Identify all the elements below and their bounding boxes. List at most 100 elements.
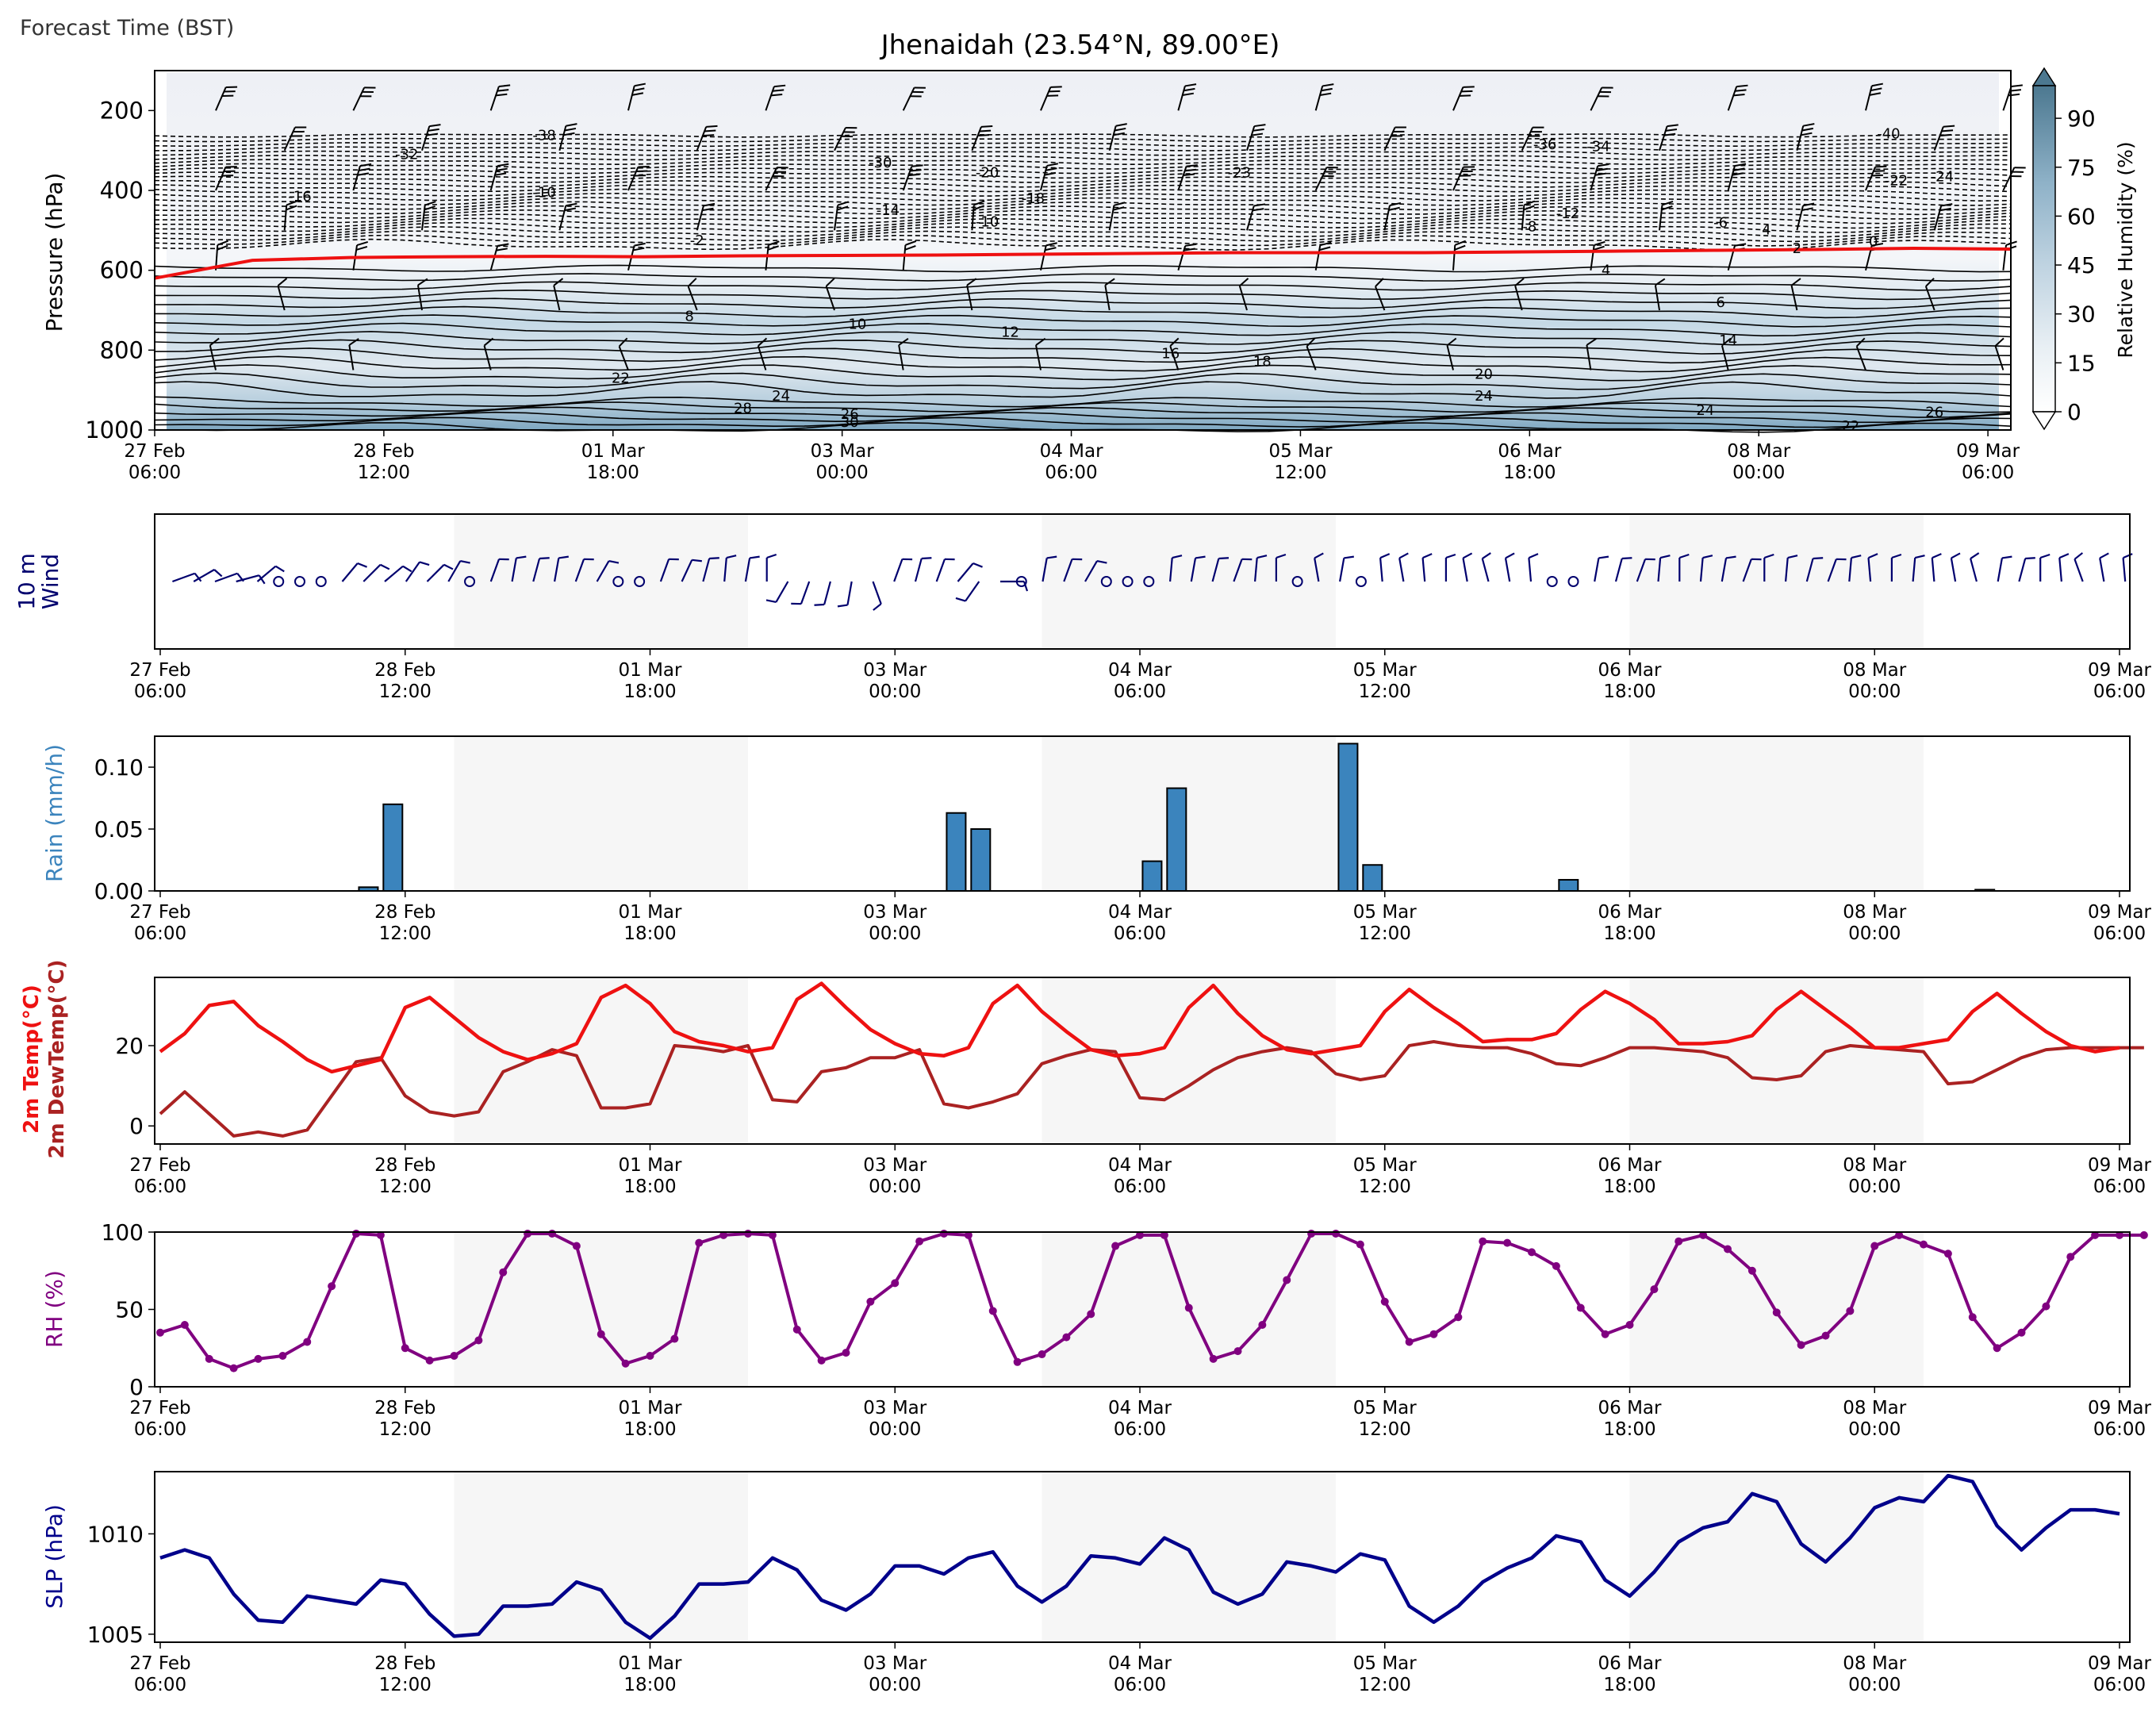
x-tick-label-time: 18:00 [1603, 1419, 1655, 1440]
x-tick-label-time: 06:00 [134, 923, 186, 944]
barb-shaft [554, 558, 560, 582]
barb-feather [1678, 553, 1690, 559]
barb-shaft [2018, 558, 2027, 582]
rh-point [695, 1238, 704, 1247]
barb-feather [1725, 555, 1736, 559]
upper-wind-barb [1383, 126, 1406, 152]
x-tick-label-day: 05 Mar [1268, 441, 1333, 462]
barb-feather [1733, 94, 1745, 97]
barb-feather [1314, 552, 1324, 559]
barb-feather [765, 599, 777, 604]
rh-point [1209, 1354, 1218, 1363]
rh-point [1528, 1248, 1536, 1257]
barb-shaft [687, 286, 698, 311]
x-tick-label-time: 00:00 [1848, 1675, 1901, 1695]
barb-feather [2012, 171, 2024, 173]
barb-feather [1379, 553, 1391, 559]
barb-shaft [1379, 558, 1383, 582]
barb-feather [687, 278, 697, 287]
x-tick-label-day: 08 Mar [1843, 902, 1907, 923]
night-shading [1042, 514, 1336, 649]
surface-wind-barb [814, 581, 831, 606]
x-tick-label-day: 28 Feb [374, 1155, 435, 1176]
x-tick-label-day: 08 Mar [1843, 1155, 1907, 1176]
barb-feather [1183, 173, 1195, 177]
x-tick-label-time: 06:00 [1114, 1177, 1166, 1197]
dashed-contour-line [154, 201, 2012, 211]
rain-bar [1362, 864, 1383, 892]
contour-label: -14 [877, 202, 900, 219]
barb-feather [767, 245, 779, 251]
barb-feather [1939, 133, 1952, 136]
rh-point [1038, 1350, 1046, 1359]
x-tick-label-time: 06:00 [129, 463, 181, 483]
surface-wind-barb [1233, 558, 1253, 582]
barb-feather [1394, 126, 1406, 129]
calm-wind-circle [464, 576, 476, 587]
temp-axis-label: 2m Temp(°C) [20, 985, 44, 1134]
barb-shaft [1190, 558, 1197, 582]
barb-feather [1873, 170, 1886, 172]
surface-wind-barb [172, 572, 202, 583]
barb-feather [898, 337, 909, 346]
barb-feather [846, 126, 857, 129]
x-tick-label-time: 18:00 [623, 1675, 676, 1695]
barb-feather [2014, 167, 2026, 169]
barb-feather [290, 135, 303, 137]
x-tick-label-time: 00:00 [1848, 923, 1901, 944]
calm-wind-circle [1567, 576, 1579, 587]
x-tick-label-day: 03 Mar [811, 441, 875, 462]
barb-feather [841, 135, 854, 138]
rain-bar [1558, 878, 1579, 892]
barb-feather [837, 201, 850, 206]
barb-feather [1598, 555, 1609, 559]
barb-feather [355, 245, 368, 251]
upper-wind-barb [696, 202, 715, 231]
night-shading [454, 736, 748, 891]
rh-point [303, 1338, 312, 1346]
barb-feather [1941, 129, 1954, 132]
pressure-axis-label: Pressure (hPa) [41, 173, 67, 332]
rain-bar [1337, 743, 1359, 892]
barb-feather [709, 557, 719, 560]
surface-wind-barb [236, 574, 266, 585]
barb-feather [224, 90, 236, 93]
surface-wind-barb [914, 557, 932, 582]
barb-feather [1721, 337, 1732, 347]
contour-label: -18 [1022, 190, 1045, 207]
rh-point [352, 1229, 360, 1238]
x-tick-label-day: 03 Mar [863, 902, 927, 923]
upper-wind-barb [1654, 278, 1666, 311]
barb-feather [704, 129, 716, 132]
surface-wind-barb [955, 581, 980, 602]
x-tick-label-time: 12:00 [379, 1419, 432, 1440]
dewpoint-axis-label: 2m DewTemp(°C) [45, 960, 69, 1159]
barb-shaft [172, 572, 195, 583]
surface-wind-barb [765, 553, 777, 582]
barb-feather [1183, 248, 1195, 251]
barb-feather [564, 127, 577, 132]
barb-feather [1482, 552, 1491, 559]
surface-wind-barb [256, 565, 285, 582]
barb-feather [497, 243, 509, 247]
contour-label: 16 [1161, 345, 1180, 362]
barb-shaft [1421, 558, 1426, 582]
upper-wind-barb [489, 84, 511, 111]
barb-feather [1940, 203, 1953, 207]
rh-point [1870, 1242, 1879, 1250]
x-tick-label-day: 05 Mar [1353, 1398, 1418, 1418]
surface-wind-barb [2074, 552, 2084, 582]
upper-wind-barb [1933, 125, 1955, 152]
y-tick-label: 200 [100, 97, 144, 124]
barb-feather [1702, 555, 1713, 559]
dashed-contour-line [154, 179, 2012, 188]
barb-feather [217, 240, 228, 246]
surface-wind-barb [384, 565, 412, 582]
calm-wind-circle [293, 576, 305, 587]
calm-wind-circle [634, 576, 646, 587]
barb-feather [634, 175, 646, 177]
upper-wind-barb [1306, 337, 1317, 370]
contour-label: -40 [1877, 126, 1900, 143]
barb-feather [277, 278, 288, 286]
barb-feather [921, 557, 932, 560]
